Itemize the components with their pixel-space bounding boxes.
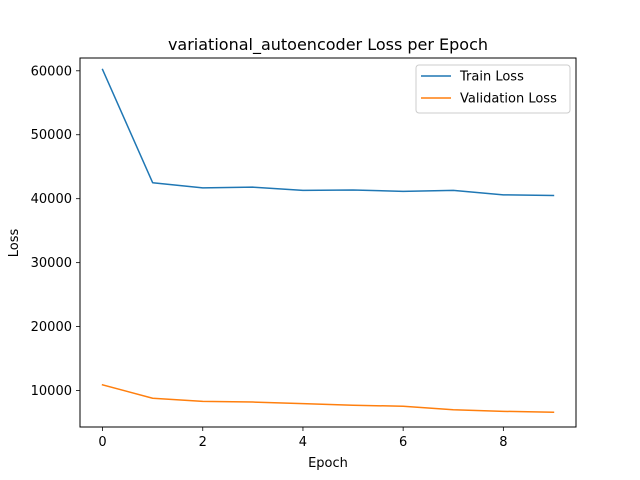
x-tick-label-1: 2 xyxy=(199,435,207,450)
series-line-0 xyxy=(101,68,555,197)
x-tick-label-0: 0 xyxy=(98,435,106,450)
y-tick-label-5: 60000 xyxy=(31,64,72,79)
legend-label-1: Validation Loss xyxy=(460,92,557,107)
y-tick-label-4: 50000 xyxy=(31,128,72,143)
legend-label-0: Train Loss xyxy=(459,70,524,85)
x-tick-label-3: 6 xyxy=(399,435,407,450)
series-line-1 xyxy=(101,383,555,414)
x-tick-label-2: 4 xyxy=(299,435,307,450)
y-axis: 10000 20000 30000 40000 50000 60000 xyxy=(31,64,80,399)
x-tick-label-4: 8 xyxy=(499,435,507,450)
legend: Train Loss Validation Loss xyxy=(415,64,571,114)
chart-title: variational_autoencoder Loss per Epoch xyxy=(168,35,488,55)
y-tick-label-1: 20000 xyxy=(31,320,72,335)
legend-box xyxy=(415,64,571,114)
y-axis-label: Loss xyxy=(7,229,22,258)
x-axis-label: Epoch xyxy=(308,456,348,471)
y-tick-label-0: 10000 xyxy=(31,384,72,399)
series-layer xyxy=(101,68,555,414)
plot-frame xyxy=(79,57,577,428)
x-axis: 0 2 4 6 8 xyxy=(98,427,507,450)
y-tick-label-2: 30000 xyxy=(31,256,72,271)
y-tick-label-3: 40000 xyxy=(31,192,72,207)
